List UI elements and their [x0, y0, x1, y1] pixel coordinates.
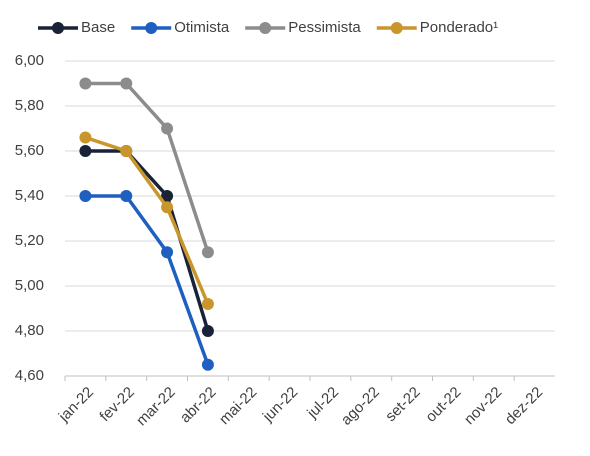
x-tick-label: out-22: [422, 384, 464, 426]
legend-marker: [145, 22, 158, 34]
x-tick-label: jul-22: [303, 384, 342, 423]
data-point: [161, 201, 174, 214]
y-tick-label: 5,20: [15, 232, 44, 249]
data-point: [161, 246, 174, 259]
y-tick-label: 5,60: [15, 142, 44, 159]
legend-label: Otimista: [174, 19, 230, 36]
y-tick-label: 5,00: [15, 277, 44, 294]
x-tick-label: abr-22: [177, 384, 220, 427]
x-tick-label: mar-22: [133, 384, 179, 430]
y-tick-label: 4,80: [15, 322, 44, 339]
legend-marker: [259, 22, 272, 34]
y-tick-label: 4,60: [15, 367, 44, 384]
series-line: [84, 135, 210, 305]
legend-label: Base: [81, 19, 115, 36]
x-tick-label: mai-22: [216, 384, 260, 428]
legend-item: Base: [38, 19, 115, 36]
legend-label: Pessimista: [288, 19, 361, 36]
data-point: [79, 190, 92, 202]
x-tick-label: dez-22: [502, 384, 546, 428]
data-point: [161, 122, 174, 135]
data-point: [79, 77, 92, 90]
x-tick-label: set-22: [382, 384, 424, 426]
x-tick-label: jan-22: [55, 384, 97, 426]
y-tick-label: 5,40: [15, 187, 44, 204]
data-point: [201, 358, 214, 371]
data-point: [120, 77, 133, 90]
y-tick-label: 6,00: [15, 52, 44, 69]
x-tick-label: jun-22: [259, 384, 301, 426]
data-point: [201, 298, 214, 310]
legend-item: Ponderado¹: [376, 19, 498, 36]
legend-marker: [390, 22, 403, 34]
data-point: [79, 145, 92, 157]
legend-item: Pessimista: [245, 19, 361, 36]
data-point: [201, 246, 214, 259]
series-line: [85, 81, 210, 253]
legend-marker: [52, 22, 64, 34]
x-tick-label: fev-22: [96, 384, 138, 426]
legend-item: Otimista: [131, 19, 230, 36]
x-tick-label: ago-22: [338, 384, 383, 429]
data-point: [161, 190, 174, 202]
data-point: [120, 145, 133, 157]
x-tick-label: nov-22: [461, 384, 505, 428]
data-point: [201, 325, 214, 337]
series-line: [85, 149, 210, 332]
legend-label: Ponderado¹: [420, 19, 498, 36]
series-line: [85, 194, 210, 366]
data-point: [79, 131, 92, 144]
data-point: [120, 190, 133, 202]
y-tick-label: 5,80: [15, 97, 44, 114]
